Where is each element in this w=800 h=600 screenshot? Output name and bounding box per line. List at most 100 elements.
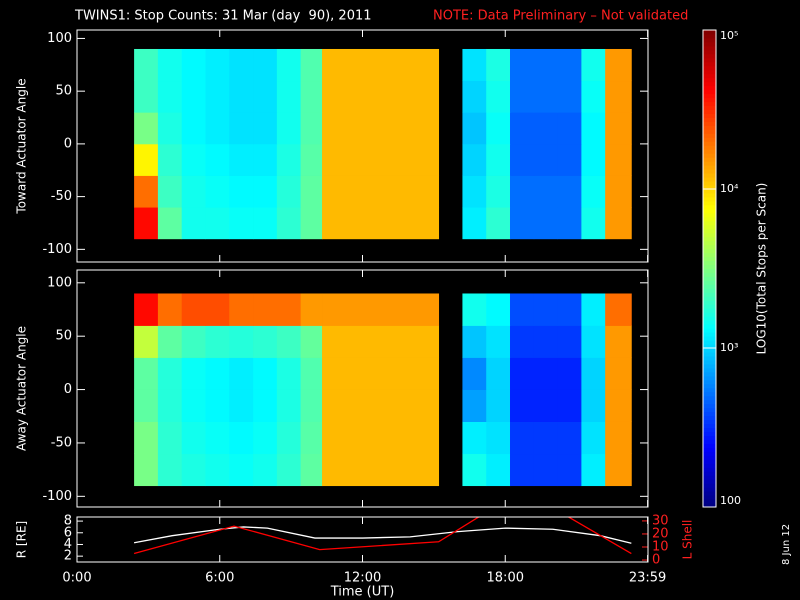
colorbar-swatch: [703, 109, 716, 114]
colorbar-swatch: [703, 117, 716, 122]
heat-cell: [300, 389, 323, 422]
heat-cell: [510, 293, 535, 326]
colorbar-swatch: [703, 264, 716, 269]
heat-cell: [510, 48, 535, 82]
heat-cell: [462, 143, 487, 176]
y-tick-label: -100: [42, 489, 72, 504]
heat-cell: [605, 48, 632, 82]
heat-cell: [486, 293, 511, 326]
heat-cell: [134, 175, 159, 208]
heat-cell: [276, 325, 302, 358]
heat-cell: [205, 325, 230, 358]
x-axis-label: Time (UT): [330, 585, 395, 600]
heat-cell: [157, 48, 183, 82]
heat-cell: [276, 143, 302, 176]
colorbar-swatch: [703, 85, 716, 91]
heat-cell: [605, 175, 632, 208]
heat-cell: [300, 207, 323, 240]
colorbar-swatch: [703, 125, 716, 130]
colorbar-swatch: [703, 216, 716, 222]
heat-cell: [134, 143, 159, 176]
colorbar-swatch: [703, 240, 716, 246]
heat-cell: [510, 357, 535, 390]
heat-cell: [581, 207, 606, 240]
heat-cell: [157, 175, 183, 208]
colorbar-swatch: [703, 41, 716, 47]
heat-cell: [557, 453, 582, 487]
heat-cell: [581, 357, 606, 390]
colorbar-swatch: [703, 224, 716, 230]
colorbar-swatch: [703, 328, 716, 333]
colorbar-swatch: [703, 196, 716, 202]
colorbar-swatch: [703, 375, 716, 381]
heat-cell: [486, 389, 511, 422]
y-tick-label: -100: [42, 242, 72, 257]
colorbar-swatch: [703, 57, 716, 63]
colorbar-swatch: [703, 467, 716, 472]
colorbar-swatch: [703, 332, 716, 337]
heat-cell: [229, 207, 254, 240]
heat-cell: [462, 325, 487, 358]
heat-cell: [322, 421, 440, 455]
colorbar-swatch: [703, 391, 716, 397]
heat-cell: [486, 421, 511, 455]
colorbar-swatch: [703, 348, 716, 353]
heat-cell: [157, 80, 183, 113]
colorbar-tick-label: 100: [720, 494, 741, 507]
heat-cell: [533, 389, 558, 422]
colorbar-tick-label: 10⁴: [720, 182, 739, 195]
heat-cell: [557, 80, 582, 113]
colorbar-swatch: [703, 89, 716, 95]
heat-cell: [157, 293, 183, 326]
heat-cell: [533, 175, 558, 208]
y2-tick-label: 0: [652, 553, 660, 568]
colorbar-swatch: [703, 379, 716, 385]
colorbar-swatch: [703, 367, 716, 373]
colorbar-swatch: [703, 447, 716, 452]
colorbar-swatch: [703, 487, 716, 492]
colorbar-swatch: [703, 324, 716, 329]
y-tick-label: 100: [47, 31, 72, 46]
heat-cell: [276, 207, 302, 240]
heat-cell: [510, 325, 535, 358]
heat-cell: [157, 143, 183, 176]
colorbar-swatch: [703, 228, 716, 234]
colorbar-swatch: [703, 232, 716, 238]
heat-cell: [462, 80, 487, 113]
heat-cell: [181, 48, 206, 82]
colorbar-swatch: [703, 121, 716, 126]
colorbar-swatch: [703, 363, 716, 369]
heat-cell: [134, 112, 159, 145]
heat-cell: [300, 112, 323, 145]
heat-cell: [533, 453, 558, 487]
heat-cell: [581, 293, 606, 326]
colorbar-swatch: [703, 192, 716, 198]
heat-cell: [134, 421, 159, 455]
heat-cell: [205, 80, 230, 113]
colorbar-swatch: [703, 161, 716, 166]
y-tick-label: 4: [64, 537, 72, 552]
colorbar-swatch: [703, 200, 716, 206]
colorbar-swatch: [703, 129, 716, 134]
heat-cell: [276, 453, 302, 487]
y2-tick-label: 10: [652, 540, 669, 555]
heat-cell: [229, 175, 254, 208]
colorbar-swatch: [703, 177, 716, 182]
colorbar-swatch: [703, 455, 716, 460]
colorbar-swatch: [703, 431, 716, 436]
y-tick-label: 8: [64, 514, 72, 529]
heat-cell: [276, 175, 302, 208]
heat-cell: [533, 112, 558, 145]
heat-cell: [253, 48, 278, 82]
heat-cell: [510, 421, 535, 455]
heat-cell: [181, 421, 206, 455]
colorbar-swatch: [703, 77, 716, 83]
series-line: [133, 526, 632, 544]
heat-cell: [605, 389, 632, 422]
heat-cell: [605, 80, 632, 113]
heat-cell: [253, 293, 278, 326]
colorbar-swatch: [703, 427, 716, 432]
heat-cell: [557, 112, 582, 145]
y-tick-label: 0: [64, 136, 72, 151]
colorbar-swatch: [703, 220, 716, 226]
